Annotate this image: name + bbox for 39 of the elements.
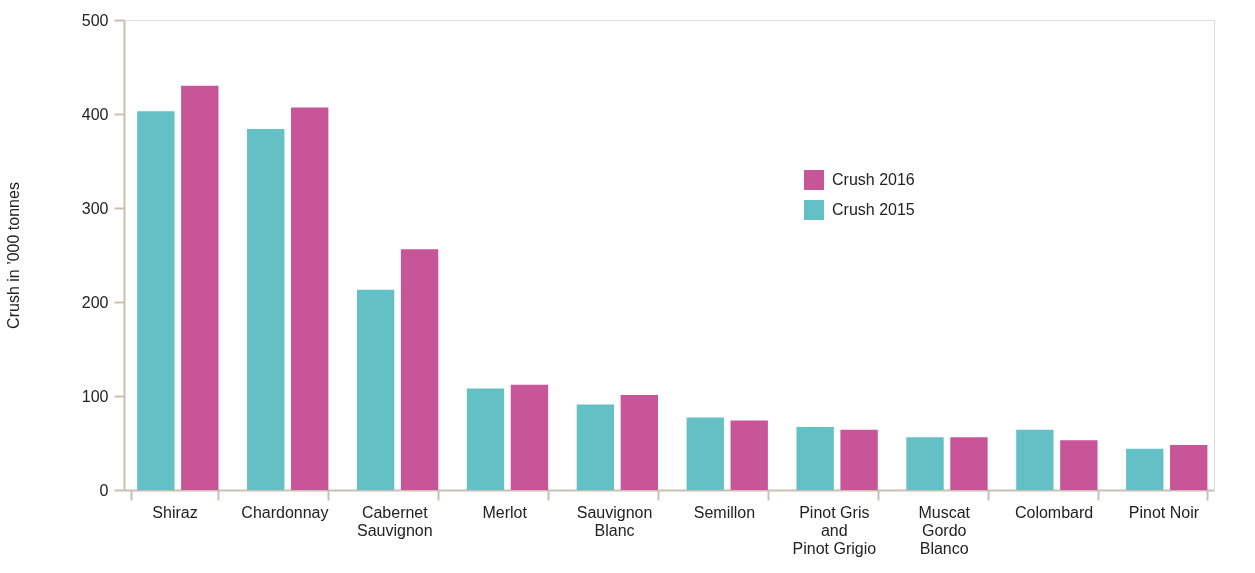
y-tick-label: 0	[99, 481, 109, 499]
x-tick-label: Colombard	[1014, 503, 1094, 521]
bar	[400, 249, 439, 490]
x-tick-label: Pinot Noir	[1128, 503, 1200, 521]
legend-label: Crush 2015	[832, 201, 915, 218]
bar	[1016, 429, 1054, 490]
y-tick-label: 400	[81, 105, 109, 123]
bar	[686, 417, 724, 490]
bar	[620, 395, 659, 490]
x-tick-label: Pinot Gris and Pinot Grigio	[792, 503, 877, 557]
bar	[576, 404, 615, 490]
y-axis-title: Crush in ’000 tonnes	[4, 182, 22, 329]
bar	[510, 384, 549, 490]
x-tick-label: Muscat Gordo Blanco	[918, 503, 971, 557]
bar	[1060, 440, 1098, 490]
y-tick-label: 100	[81, 387, 109, 405]
bar	[356, 289, 395, 490]
bar	[291, 107, 329, 490]
legend-label: Crush 2016	[832, 171, 915, 188]
x-tick-label: Shiraz	[152, 503, 198, 521]
bar	[730, 420, 768, 490]
bar	[137, 111, 175, 490]
bar	[466, 388, 505, 490]
x-tick-label: Merlot	[482, 503, 528, 521]
bar	[950, 437, 988, 490]
bar	[247, 129, 285, 490]
y-tick-label: 300	[81, 199, 109, 217]
x-tick-label: Chardonnay	[241, 503, 329, 521]
y-tick-label: 500	[81, 11, 109, 29]
x-tick-label: Sauvignon Blanc	[576, 503, 653, 539]
y-tick-label: 200	[81, 293, 109, 311]
bar	[906, 437, 944, 490]
bar	[1170, 444, 1208, 490]
bar	[181, 85, 219, 490]
bar	[796, 427, 834, 490]
bar	[1126, 448, 1164, 490]
bar	[840, 429, 878, 490]
x-tick-label: Cabernet Sauvignon	[356, 503, 433, 539]
x-tick-label: Semillon	[693, 503, 756, 521]
